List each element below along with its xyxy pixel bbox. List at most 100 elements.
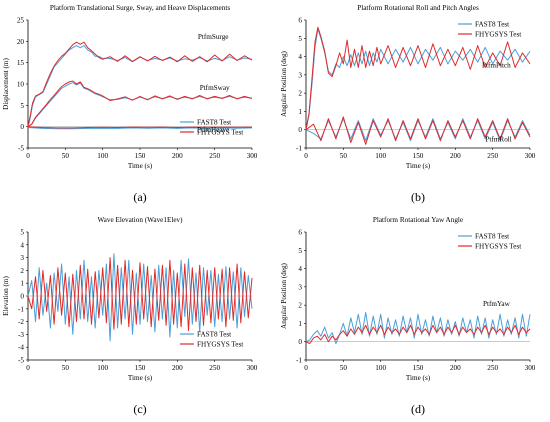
y-tick-label: 2: [298, 302, 302, 310]
x-tick-label: 0: [26, 364, 30, 372]
panel-label-c: (c): [133, 402, 147, 416]
y-tick-label: -5: [18, 145, 24, 153]
x-tick-label: 250: [209, 152, 220, 160]
x-tick-label: 100: [97, 364, 108, 372]
chart-title: Platform Rotational Yaw Angle: [373, 216, 463, 224]
panel-label-b: (b): [411, 190, 425, 204]
x-tick-label: 300: [525, 364, 536, 372]
y-tick-label: -1: [18, 305, 24, 313]
x-tick-label: 150: [135, 152, 146, 160]
y-tick-label: 0: [20, 123, 24, 131]
y-tick-label: 5: [298, 35, 302, 43]
x-tick-label: 150: [413, 152, 424, 160]
panel-label-a: (a): [133, 190, 147, 204]
legend-label: FHYGSYS Test: [475, 243, 521, 251]
y-tick-label: 4: [298, 265, 302, 273]
x-tick-label: 200: [450, 364, 461, 372]
x-tick-label: 50: [340, 364, 348, 372]
x-tick-label: 300: [247, 364, 258, 372]
x-axis-label: Time (s): [128, 162, 153, 170]
annotation-label: PtfmYaw: [483, 300, 511, 308]
x-tick-label: 50: [340, 152, 348, 160]
series-line-ptfmyaw-fhygsys: [305, 324, 531, 344]
x-tick-label: 0: [304, 152, 308, 160]
x-tick-label: 200: [172, 152, 183, 160]
y-tick-label: 3: [298, 283, 302, 291]
y-axis-label: Angular Position (deg): [280, 262, 288, 328]
chart-b-svg: Platform Rotational Roll and Pitch Angle…: [280, 4, 536, 170]
chart-title: Platform Rotational Roll and Pitch Angle…: [357, 4, 479, 12]
x-tick-label: 300: [525, 152, 536, 160]
y-tick-label: 2: [298, 90, 302, 98]
x-tick-label: 100: [375, 364, 386, 372]
y-tick-label: 1: [20, 280, 24, 288]
y-tick-label: 25: [17, 17, 25, 25]
x-tick-label: 0: [26, 152, 30, 160]
x-tick-label: 100: [375, 152, 386, 160]
x-tick-label: 200: [450, 152, 461, 160]
y-tick-label: 4: [298, 53, 302, 61]
chart-c-svg: Wave Elevation (Wave1Elev) -5 -4 -3 -2 -1 0 1 2 3…: [2, 216, 258, 382]
x-tick-label: 250: [487, 152, 498, 160]
legend-label: FHYGSYS Test: [475, 31, 521, 39]
annotation-label: PtfmSurge: [198, 33, 229, 41]
legend-label: FAST8 Test: [475, 233, 509, 241]
y-tick-label: 20: [17, 38, 25, 46]
legend-label: FHYGSYS Test: [197, 129, 243, 137]
y-axis-label: Angular Position (deg): [280, 50, 288, 116]
y-axis-label: Displacement (m): [2, 58, 10, 110]
annotation-label: PtfmRoll: [485, 136, 511, 144]
y-tick-label: 6: [298, 229, 302, 237]
x-tick-label: 250: [209, 364, 220, 372]
y-tick-label: 1: [298, 108, 302, 116]
y-tick-label: -5: [18, 357, 24, 365]
x-tick-label: 50: [62, 364, 70, 372]
series-line-ptfmsurge-fhygsys: [27, 41, 253, 127]
y-axis-label: Elevation (m): [2, 276, 10, 316]
x-tick-label: 150: [135, 364, 146, 372]
series-line-ptfmroll-fhygsys: [305, 116, 531, 145]
y-tick-label: 1: [298, 320, 302, 328]
x-tick-label: 50: [62, 152, 70, 160]
annotation-label: PtfmSway: [200, 84, 230, 92]
series-line-wave1elev-fhygsys: [27, 257, 253, 332]
legend-label: FHYGSYS Test: [197, 341, 243, 349]
y-tick-label: -4: [18, 344, 24, 352]
legend-label: FAST8 Test: [475, 21, 509, 29]
x-tick-label: 300: [247, 152, 258, 160]
y-tick-label: -1: [296, 145, 302, 153]
series-line-wave1elev-fast8: [27, 253, 253, 342]
x-tick-label: 0: [304, 364, 308, 372]
y-tick-label: 3: [20, 254, 24, 262]
y-tick-label: -3: [18, 331, 24, 339]
y-tick-label: 4: [20, 241, 24, 249]
chart-a-svg: Platform Translational Surge, Sway, and …: [2, 4, 258, 170]
y-tick-label: 3: [298, 71, 302, 79]
annotation-label: PtfmHeave: [197, 126, 229, 134]
x-tick-label: 100: [97, 152, 108, 160]
y-tick-label: 6: [298, 17, 302, 25]
legend-label: FAST8 Test: [197, 119, 231, 127]
series-line-ptfmheave-fhygsys: [27, 126, 253, 129]
series-line-ptfmheave-fast8: [27, 127, 253, 130]
panel-label-d: (d): [411, 402, 425, 416]
y-tick-label: -1: [296, 357, 302, 365]
annotation-label: PtfmPitch: [482, 62, 511, 70]
series-line-ptfmyaw-fast8: [305, 312, 531, 344]
y-tick-label: 10: [17, 81, 25, 89]
x-tick-label: 150: [413, 364, 424, 372]
y-tick-label: 0: [298, 126, 302, 134]
x-axis-label: Time (s): [128, 374, 153, 382]
series-line-ptfmpitch-fast8: [305, 28, 531, 130]
y-tick-label: 5: [298, 247, 302, 255]
y-tick-label: 0: [20, 293, 24, 301]
x-tick-label: 250: [487, 364, 498, 372]
chart-title: Platform Translational Surge, Sway, and …: [50, 4, 230, 12]
y-tick-label: 0: [298, 338, 302, 346]
y-tick-label: 5: [20, 229, 24, 237]
series-line-ptfmpitch-fhygsys: [305, 26, 531, 130]
series-line-ptfmsway-fhygsys: [27, 80, 253, 128]
x-axis-label: Time (s): [406, 374, 431, 382]
